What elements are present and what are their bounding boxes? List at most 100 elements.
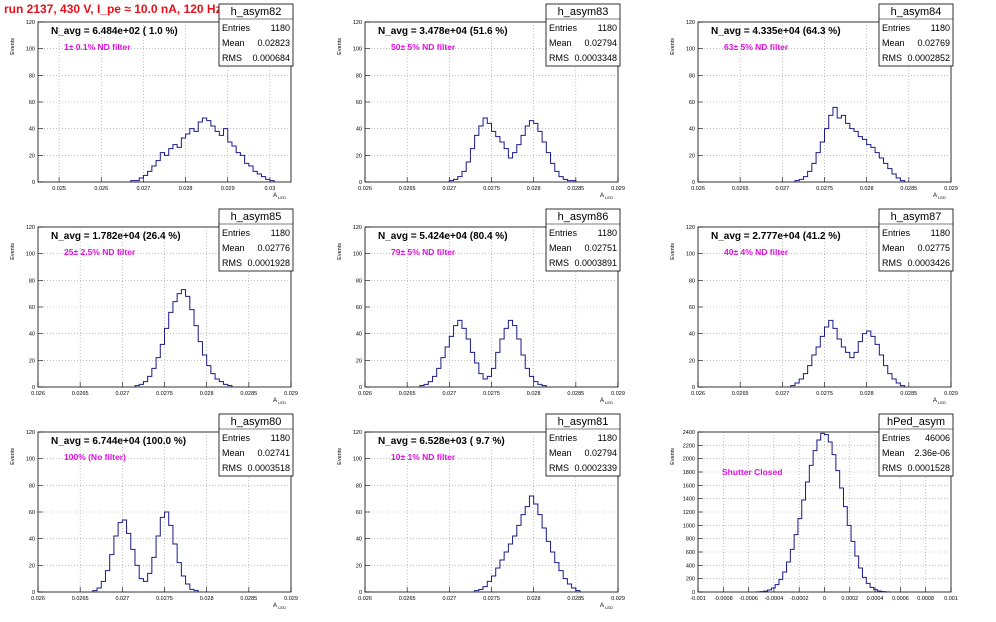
x-tick-label: 0.029 [221,186,235,192]
y-axis-label: Events [670,243,676,260]
stats-rms-label: RMS [882,53,902,63]
x-tick-label: 0.03 [265,186,276,192]
y-axis-label: Events [337,243,343,260]
x-tick-label: 0.026 [31,391,45,397]
x-tick-label: 0.0006 [892,596,909,602]
stats-entries-value: 1180 [931,23,950,33]
x-tick-label: 0.029 [284,596,298,602]
stats-box [878,413,954,477]
y-axis-label: Events [10,448,16,465]
stats-entries-value: 1180 [271,228,290,238]
x-tick-label: 0.027 [115,391,129,397]
y-tick-label: 2400 [683,430,695,436]
stats-mean-value: 0.02794 [584,38,617,48]
y-tick-label: 100 [353,252,362,258]
y-tick-label: 80 [356,278,362,284]
filter-annotation: 63± 5% ND filter [724,42,789,52]
x-axis-label: A LED [933,398,946,405]
x-axis-label-subscript: LED [937,400,946,405]
stats-box-title: h_asym82 [231,6,282,18]
filter-annotation: 50± 5% ND filter [391,42,456,52]
y-tick-label: 120 [26,430,35,436]
y-tick-label: 80 [356,483,362,489]
x-tick-label: -0.0008 [714,596,733,602]
stats-box-title: h_asym83 [558,6,609,18]
filter-annotation: Shutter Closed [722,467,782,477]
y-tick-label: 1200 [683,510,695,516]
y-tick-label: 100 [686,47,695,53]
y-axis-label: Events [10,243,16,260]
stats-box [545,208,621,272]
y-tick-label: 20 [356,358,362,364]
x-tick-label: 0.0285 [240,391,257,397]
stats-entries-value: 1180 [598,433,617,443]
stats-mean-value: 0.02769 [917,38,950,48]
x-tick-label: 0.027 [775,391,789,397]
y-tick-label: 120 [686,225,695,231]
x-tick-label: 0.028 [527,186,541,192]
stats-entries-label: Entries [549,23,578,33]
x-tick-label: 0.0275 [816,391,833,397]
x-tick-label: 0.0285 [900,186,917,192]
x-tick-label: 0.0275 [156,391,173,397]
filter-annotation: 100% (No filter) [64,452,126,462]
stats-mean-value: 0.02776 [257,243,290,253]
histogram-panel-h_asym80: 0 20 40 60 80 100 120 0.026 0.0265 0.027 0.0275 0.0… [10,413,298,610]
y-tick-label: 40 [356,537,362,543]
x-tick-label: 0.0002 [841,596,858,602]
y-tick-label: 0 [692,590,695,596]
y-tick-label: 80 [689,73,695,79]
stats-box [218,208,294,272]
filter-annotation: 40± 4% ND filter [724,247,789,257]
x-tick-label: 0.0004 [867,596,884,602]
x-axis-label: A LED [600,193,613,200]
x-tick-label: 0.0285 [567,186,584,192]
x-axis-label: A LED [600,398,613,405]
x-tick-label: 0.026 [94,186,108,192]
x-tick-label: 0.028 [527,596,541,602]
y-tick-label: 20 [689,153,695,159]
y-tick-label: 100 [353,47,362,53]
stats-mean-label: Mean [549,448,572,458]
y-tick-label: 1400 [683,497,695,503]
y-tick-label: 100 [353,457,362,463]
y-tick-label: 80 [29,73,35,79]
histogram-panel-h_asym84: 0 20 40 60 80 100 120 0.026 0.0265 0.027 0.0275 0.0… [670,3,958,200]
stats-mean-label: Mean [882,448,905,458]
x-tick-label: 0.001 [944,596,958,602]
stats-entries-label: Entries [222,23,251,33]
x-axis-label-subscript: LED [937,195,946,200]
stats-box-title: h_asym84 [891,6,942,18]
x-tick-label: 0.0275 [483,186,500,192]
x-tick-label: 0.0008 [917,596,934,602]
y-tick-label: 60 [29,510,35,516]
x-tick-label: -0.0002 [790,596,809,602]
stats-entries-label: Entries [549,228,578,238]
x-tick-label: 0.0265 [72,596,89,602]
navg-label: N_avg = 1.782e+04 (26.4 %) [51,231,181,242]
stats-rms-value: 0.000684 [252,53,290,63]
y-tick-label: 40 [689,332,695,338]
filter-annotation: 1± 0.1% ND filter [64,42,131,52]
y-tick-label: 120 [353,430,362,436]
stats-rms-label: RMS [222,53,242,63]
navg-label: N_avg = 5.424e+04 (80.4 %) [378,231,508,242]
y-tick-label: 60 [29,100,35,106]
x-tick-label: 0.0285 [567,391,584,397]
x-axis-label-subscript: LED [604,195,613,200]
x-tick-label: 0.027 [442,186,456,192]
y-axis-label: Events [670,38,676,55]
stats-entries-label: Entries [222,228,251,238]
y-tick-label: 0 [359,385,362,391]
x-tick-label: -0.0006 [739,596,758,602]
x-tick-label: 0.0285 [240,596,257,602]
stats-rms-label: RMS [882,463,902,473]
histogram-series [790,319,906,387]
y-tick-label: 120 [353,225,362,231]
histogram-series [448,117,577,182]
stats-entries-label: Entries [549,433,578,443]
histogram-series [794,106,906,182]
y-tick-label: 120 [26,20,35,26]
x-tick-label: 0.026 [358,596,372,602]
y-tick-label: 20 [356,153,362,159]
